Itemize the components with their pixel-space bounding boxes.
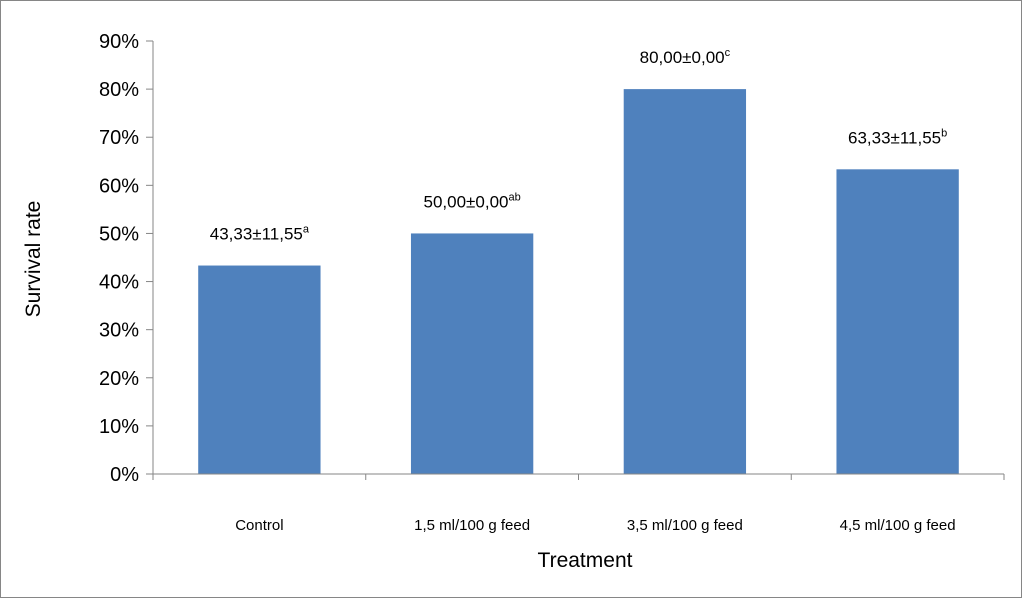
x-tick-label: 4,5 ml/100 g feed xyxy=(840,517,956,534)
y-tick-label: 70% xyxy=(99,127,139,149)
data-labels: 43,33±11,55a 50,00±0,00ab 80,00±0,00c 63,33… xyxy=(210,47,948,243)
y-tick-label: 90% xyxy=(99,31,139,53)
x-tick-label: 3,5 ml/100 g feed xyxy=(627,517,743,534)
y-tick-label: 40% xyxy=(99,272,139,294)
y-tick-label: 0% xyxy=(110,464,139,486)
bar xyxy=(836,169,959,475)
x-axis-tick-labels: Control 1,5 ml/100 g feed 3,5 ml/100 g fee… xyxy=(152,474,1005,534)
y-tick-label: 80% xyxy=(99,79,139,101)
y-tick-label: 10% xyxy=(99,416,139,438)
bar xyxy=(198,265,321,474)
data-label: 80,00±0,00c xyxy=(640,47,731,67)
bar xyxy=(623,89,747,474)
x-tick-label: 1,5 ml/100 g feed xyxy=(414,517,530,534)
x-tick-label: Control xyxy=(235,517,283,534)
bars xyxy=(198,89,959,475)
y-tick-label: 20% xyxy=(99,368,139,390)
y-axis-ticks: 0% 10% 20% 30% 40% 50% 60% 70% 80% 90% xyxy=(99,31,153,486)
y-tick-label: 30% xyxy=(99,320,139,342)
x-axis-title: Treatment xyxy=(538,549,633,572)
data-label: 63,33±11,55b xyxy=(848,127,947,147)
data-label: 50,00±0,00ab xyxy=(424,191,521,211)
y-tick-label: 60% xyxy=(99,175,139,197)
y-axis-title: Survival rate xyxy=(22,201,45,318)
bar xyxy=(410,233,534,474)
data-label: 43,33±11,55a xyxy=(210,224,310,244)
y-tick-label: 50% xyxy=(99,223,139,245)
